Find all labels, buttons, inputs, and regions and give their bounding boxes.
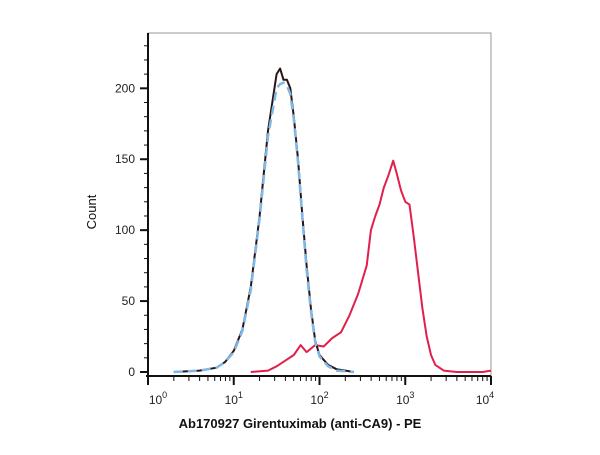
y-tick-label: 150 (115, 152, 135, 166)
series-line-1 (173, 67, 354, 373)
x-tick-label: 102 (310, 390, 328, 407)
x-axis-label: Ab170927 Girentuximab (anti-CA9) - PE (179, 416, 422, 431)
series-group (173, 67, 492, 374)
y-axis: 0 50 100 150 200 (115, 33, 149, 379)
plot-frame (147, 32, 492, 377)
series-line-0 (250, 159, 492, 373)
x-tick-label: 104 (476, 390, 494, 407)
y-tick-label: 100 (115, 223, 135, 237)
y-axis-label: Count (84, 194, 99, 229)
y-tick-label: 200 (115, 81, 135, 95)
y-tick-label: 0 (128, 365, 135, 379)
y-tick-label: 50 (122, 294, 136, 308)
series-line-2 (173, 81, 354, 374)
x-tick-label: 100 (149, 390, 167, 407)
x-tick-label: 101 (225, 390, 243, 407)
x-axis: 100 101 102 103 104 (146, 375, 494, 407)
x-tick-label: 103 (396, 390, 414, 407)
